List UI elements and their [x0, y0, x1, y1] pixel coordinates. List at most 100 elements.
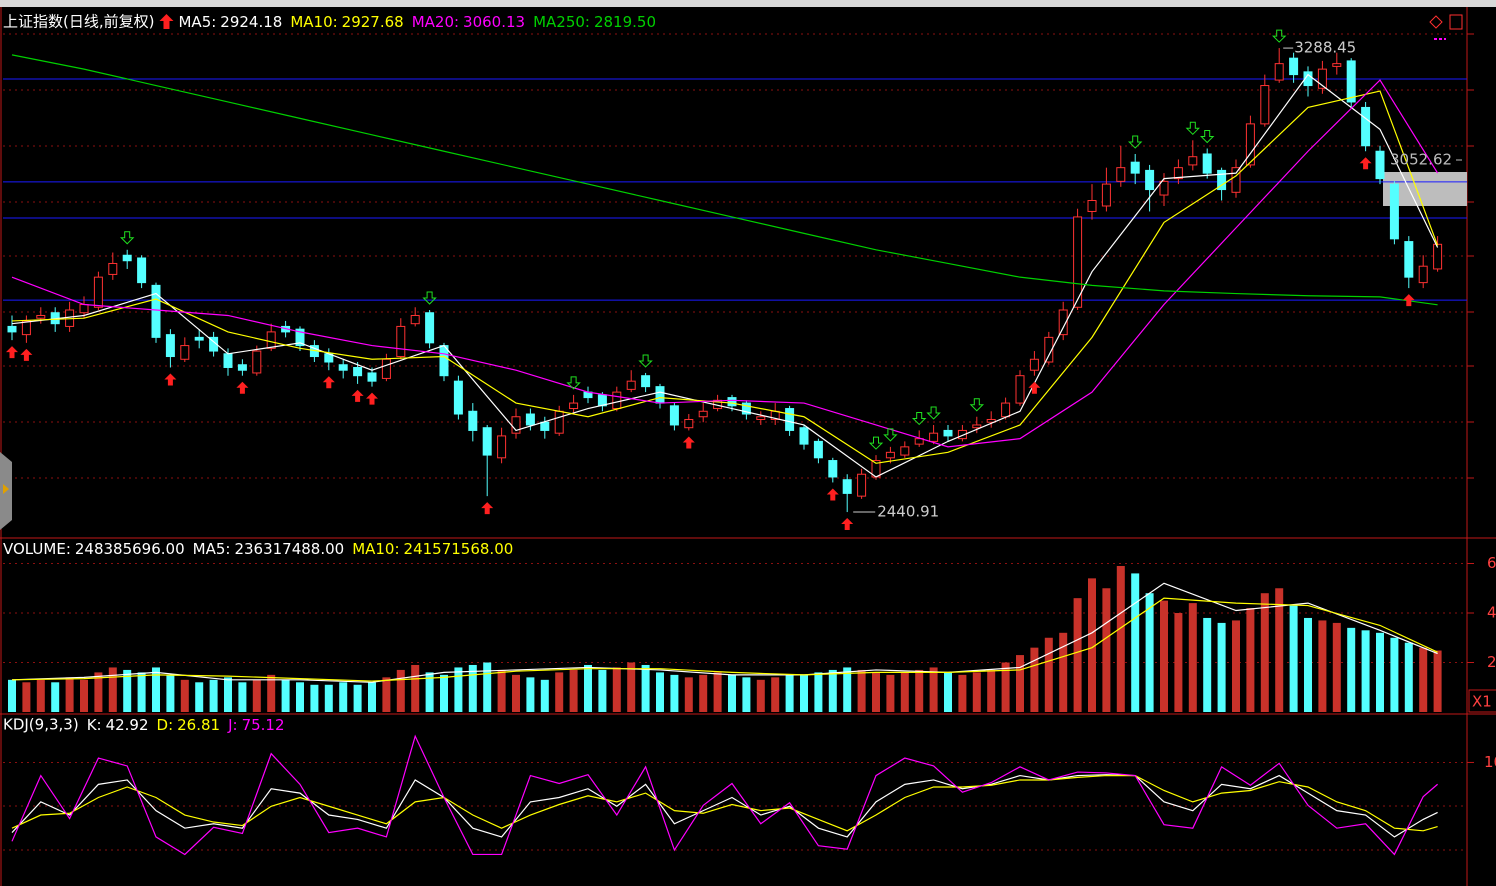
legend-text: MA10:	[290, 13, 337, 31]
price-grid	[3, 33, 1467, 851]
buy-signal	[6, 346, 18, 359]
chart-title: 上证指数(日线,前复权)	[3, 13, 154, 31]
candle-body	[799, 427, 809, 445]
legend-entry: MA10: 241571568.00	[352, 540, 513, 558]
volume-bar	[238, 682, 247, 712]
volume-bar	[1376, 632, 1384, 712]
legend-text: MA5:	[193, 540, 231, 558]
volume-bar	[80, 679, 88, 712]
candle-body	[497, 435, 507, 459]
legend-text: 248385696.00	[75, 540, 185, 558]
candle-body	[295, 328, 305, 347]
legend-text: J:	[227, 716, 237, 734]
candle-body	[525, 413, 535, 426]
volume-bar	[296, 682, 304, 712]
legend-text: MA10:	[352, 540, 399, 558]
legend-text: MA250:	[533, 13, 590, 31]
candle-body	[741, 402, 751, 415]
volume-bar	[440, 674, 448, 712]
legend-text: K:	[87, 716, 102, 734]
volume-bar	[728, 674, 736, 712]
volume-bar	[1145, 593, 1154, 712]
volume-bar	[684, 677, 693, 712]
volume-bar	[1390, 637, 1399, 712]
candle-body	[684, 418, 694, 429]
volume-bar	[1217, 622, 1226, 712]
volume-bar	[1260, 593, 1269, 712]
toolbar-icon[interactable]	[1449, 14, 1463, 30]
sell-signal	[868, 436, 884, 450]
volume-bar	[1404, 642, 1413, 712]
volume-bar	[468, 664, 477, 712]
side-tab-icon	[3, 484, 9, 494]
candle-body	[1433, 243, 1443, 270]
candle-body	[785, 408, 795, 431]
volume-bar	[857, 669, 866, 712]
volume-bar	[454, 667, 463, 712]
volume-bar	[1030, 647, 1039, 712]
volume-bar	[368, 682, 376, 712]
volume-bar	[382, 677, 391, 712]
candle-body	[929, 432, 939, 442]
volume-bar	[756, 679, 765, 712]
volume-bar	[713, 672, 722, 712]
volume-bar	[1304, 617, 1312, 712]
legend-text: 2927.68	[342, 13, 404, 31]
volume-bar	[497, 669, 506, 712]
volume-bar	[1160, 600, 1168, 712]
candle-body	[1001, 402, 1011, 418]
candle-body	[986, 418, 996, 423]
volume-bar	[828, 669, 837, 712]
toolbar-icon[interactable]	[1429, 15, 1443, 29]
candle-body	[1173, 167, 1183, 180]
volume-bar	[324, 684, 333, 712]
candle-body	[1317, 68, 1327, 89]
volume-bar	[1174, 613, 1183, 712]
candle-body	[612, 391, 622, 410]
candle-body	[1375, 150, 1385, 180]
buy-signal	[236, 381, 249, 394]
volume-bar	[526, 677, 535, 712]
volume-bar	[1102, 588, 1111, 712]
volume-bar	[108, 667, 117, 712]
volume-bar	[195, 682, 204, 712]
candle-body	[1044, 336, 1054, 363]
volume-bar	[987, 669, 996, 712]
candle-body	[338, 364, 348, 371]
candle-body	[626, 380, 636, 390]
sell-signal	[1271, 29, 1287, 43]
volume-bar	[598, 669, 607, 712]
ma-line	[11, 79, 1439, 448]
volume-bar	[843, 667, 852, 712]
sell-signal	[422, 291, 437, 305]
sell-signal	[638, 354, 653, 368]
buy-signal	[20, 348, 33, 361]
candle-body	[972, 424, 982, 429]
legend-text: 42.92	[106, 716, 149, 734]
candle-body	[641, 375, 651, 388]
candle-body	[7, 325, 17, 333]
legend-text: D:	[157, 716, 174, 734]
candle-body	[453, 380, 463, 415]
candle-body	[828, 460, 838, 478]
buy-signal	[351, 389, 364, 402]
candle-body	[252, 350, 262, 374]
legend-text: 26.81	[177, 716, 220, 734]
candle-body	[194, 336, 204, 341]
volume-bar	[1275, 588, 1284, 712]
volume-bar	[1361, 630, 1370, 712]
volume-bar	[353, 684, 362, 712]
volume-bar	[267, 674, 276, 712]
candle-body	[21, 320, 31, 336]
sell-signal	[911, 411, 927, 426]
candle-body	[79, 304, 89, 314]
volume-bar	[814, 672, 823, 712]
buy-signal	[366, 392, 378, 405]
candle-body	[1361, 106, 1371, 147]
candle-body	[468, 410, 478, 431]
top-strip	[0, 0, 1496, 7]
buy-signal	[682, 436, 695, 449]
volume-bar	[1044, 637, 1053, 712]
volume-bar	[8, 679, 16, 712]
candle-body	[540, 421, 550, 431]
